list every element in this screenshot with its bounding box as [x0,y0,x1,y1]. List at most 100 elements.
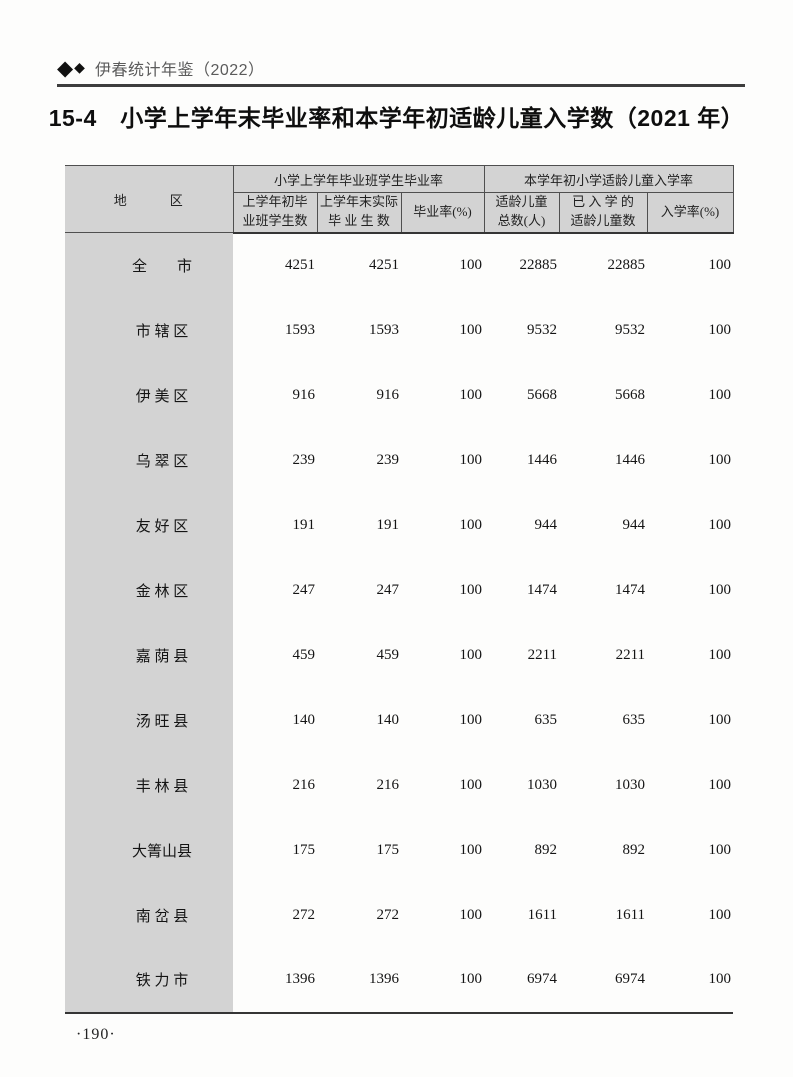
value-cell: 1446 [527,451,558,468]
header-agechildren-total: 适龄儿童 总数(人) [483,192,560,234]
diamond-large-icon: ◆ [57,55,74,80]
header-line: 适龄儿童 [495,194,548,210]
header-grad-rate: 毕业率(%) [400,192,485,234]
value-cell: 22885 [607,257,646,273]
table-row: 铁 力 市 1396 1396 100 6974 6974 100 [65,947,734,1014]
table-row: 金 林 区 247 247 100 1474 1474 100 [65,557,733,623]
header-enroll-rate: 入学率(%) [646,192,734,234]
running-head: ◆ ◆ 伊春统计年鉴（2022） [57,56,265,80]
region-cell: 大箐山县 [65,817,233,883]
value-cell: 5668 [527,386,558,403]
value-cell: 2211 [527,646,558,663]
value-cell: 2211 [615,646,646,663]
value-cell: 100 [708,451,732,468]
value-cell: 1030 [615,776,646,793]
region-cell: 市 辖 区 [65,297,233,363]
value-cell: 6974 [559,947,648,1014]
header-line: 总数(人) [497,213,546,229]
region-cell: 伊 美 区 [65,362,233,428]
value-cell: 635 [622,711,646,728]
header-group-enrollment: 本学年初小学适龄儿童入学率 [483,165,734,193]
region-cell: 铁 力 市 [65,947,233,1014]
region-cell: 嘉 荫 县 [65,622,233,688]
value-cell: 175 [376,841,400,858]
value-cell: 9532 [527,321,558,338]
diamond-small-icon: ◆ [74,60,85,76]
header-line: 适龄儿童数 [570,213,636,229]
value-cell: 140 [292,711,316,728]
table-row: 嘉 荫 县 459 459 100 2211 2211 100 [65,622,733,688]
header-grad-actual: 上学年末实际 毕 业 生 数 [316,192,402,234]
value-cell: 100 [459,581,483,598]
header-line: 入学率(%) [660,203,720,219]
value-cell: 1030 [527,776,558,793]
region-cell: 汤 旺 县 [65,687,233,753]
page-title: 15-4 小学上学年末毕业率和本学年初适龄儿童入学数（2021 年） [48,105,745,131]
region-cell: 丰 林 县 [65,752,233,818]
value-cell: 916 [292,386,316,403]
table-row: 丰 林 县 216 216 100 1030 1030 100 [65,752,733,818]
region-cell: 友 好 区 [65,492,233,558]
value-cell: 100 [459,386,483,403]
table-row: 友 好 区 191 191 100 944 944 100 [65,492,733,558]
table-row: 大箐山县 175 175 100 892 892 100 [65,817,733,883]
value-cell: 100 [708,776,732,793]
value-cell: 216 [292,776,316,793]
value-cell: 100 [647,947,734,1014]
value-cell: 944 [622,516,646,533]
value-cell: 100 [401,947,485,1014]
value-cell: 100 [459,841,483,858]
value-cell: 100 [708,906,732,923]
value-cell: 191 [376,516,400,533]
table-row: 乌 翠 区 239 239 100 1446 1446 100 [65,427,733,493]
value-cell: 100 [708,841,732,858]
value-cell: 100 [459,257,483,273]
value-cell: 1474 [527,581,558,598]
value-cell: 635 [534,711,558,728]
value-cell: 100 [459,451,483,468]
region-cell: 乌 翠 区 [65,427,233,493]
value-cell: 1611 [615,906,646,923]
value-cell: 272 [292,906,316,923]
value-cell: 100 [459,516,483,533]
value-cell: 4251 [285,257,315,273]
table-row: 全 市 4251 4251 100 22885 22885 100 [65,232,733,298]
statistics-table: 地 区 小学上学年毕业班学生毕业率 本学年初小学适龄儿童入学率 上学年初毕 业班… [65,165,734,1014]
value-cell: 100 [708,321,732,338]
value-cell: 5668 [615,386,646,403]
value-cell: 247 [292,581,316,598]
value-cell: 100 [708,257,732,273]
region-cell: 全 市 [65,232,233,298]
value-cell: 100 [459,776,483,793]
region-cell: 南 岔 县 [65,882,233,948]
value-cell: 100 [708,581,732,598]
value-cell: 1474 [615,581,646,598]
value-cell: 459 [292,646,316,663]
value-cell: 892 [622,841,646,858]
value-cell: 916 [376,386,400,403]
value-cell: 1396 [317,947,401,1014]
table-row: 汤 旺 县 140 140 100 635 635 100 [65,687,733,753]
header-line: 上学年末实际 [319,194,398,210]
value-cell: 175 [292,841,316,858]
value-cell: 272 [376,906,400,923]
header-line: 毕 业 生 数 [328,213,390,229]
value-cell: 6974 [484,947,560,1014]
value-cell: 1593 [285,321,315,338]
page-number: ·190· [76,1026,116,1043]
value-cell: 140 [376,711,400,728]
value-cell: 892 [534,841,558,858]
value-cell: 100 [708,386,732,403]
value-cell: 1611 [527,906,558,923]
value-cell: 239 [376,451,400,468]
yearbook-title: 伊春统计年鉴（2022） [94,62,265,79]
header-line: 已 入 学 的 [572,194,634,210]
value-cell: 100 [459,711,483,728]
header-group-graduation: 小学上学年毕业班学生毕业率 [232,165,485,193]
value-cell: 9532 [615,321,646,338]
header-rule [57,84,745,87]
header-grad-class-start: 上学年初毕 业班学生数 [232,192,318,234]
value-cell: 100 [459,906,483,923]
table-row: 伊 美 区 916 916 100 5668 5668 100 [65,362,733,428]
